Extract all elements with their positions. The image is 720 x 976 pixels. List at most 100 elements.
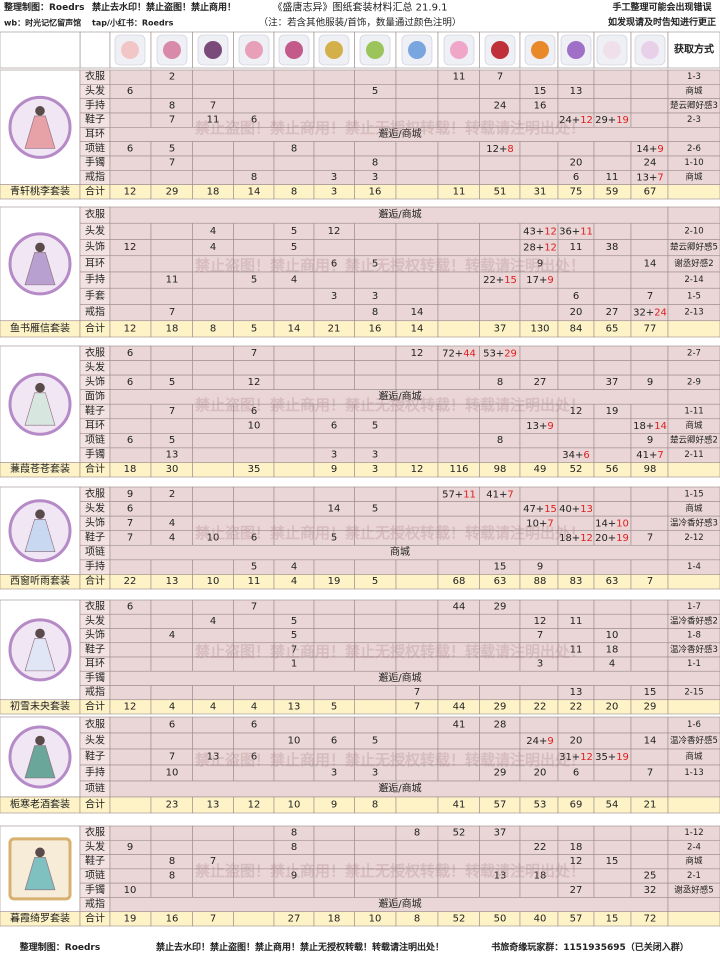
- material-cell: [437, 882, 480, 898]
- material-cell: [109, 613, 152, 629]
- cell-value: 15: [606, 856, 619, 867]
- cell-value: 6: [251, 406, 257, 417]
- material-cell: [479, 287, 521, 305]
- material-cell: [593, 345, 632, 361]
- cell-value: 22: [534, 701, 547, 712]
- material-cell: [150, 685, 193, 701]
- cell-value: 22: [124, 576, 137, 587]
- cell-value: 12: [411, 348, 424, 359]
- cell-value: 12: [328, 226, 341, 237]
- material-cell: [395, 222, 439, 240]
- material-cell: [395, 447, 439, 463]
- watermark: 禁止盗图！禁止商用！禁止无授权转载！转载请注明出处！: [195, 524, 585, 542]
- cell-value: 4: [291, 562, 297, 573]
- cell-value: 10: [124, 885, 137, 896]
- slot-label: 手持: [85, 560, 105, 573]
- material-icon-art: [121, 41, 139, 59]
- cell-extra: 9: [547, 736, 553, 747]
- cell-value: 52: [453, 828, 466, 839]
- slot-label: 头饰: [85, 240, 105, 253]
- cell-value: 13: [166, 450, 179, 461]
- cell-base: 13+: [636, 172, 657, 183]
- cell-value: 13: [207, 752, 220, 763]
- material-cell: [630, 628, 669, 644]
- material-icon-art: [325, 41, 343, 59]
- cell-value-red: 6: [251, 115, 257, 126]
- material-cell: [519, 170, 559, 185]
- cell-extra: 12: [544, 242, 557, 253]
- cell-value: 7: [251, 602, 257, 613]
- cell-value: 21: [644, 800, 657, 811]
- total-label: 合计: [85, 321, 105, 334]
- cell-value: 37: [494, 323, 507, 334]
- material-cell: [273, 433, 315, 449]
- material-cell: [557, 69, 595, 85]
- cell-value: 24: [494, 100, 507, 111]
- cell-value: 29: [494, 602, 507, 613]
- acquire-cell: [667, 670, 720, 686]
- total-cell: [667, 320, 720, 338]
- cell-value: 10: [606, 630, 619, 641]
- cell-value: 5: [251, 562, 257, 573]
- material-cell: [109, 764, 152, 782]
- cell-value-red: 9: [647, 377, 653, 388]
- material-cell: [313, 141, 355, 157]
- material-cell: [109, 732, 152, 750]
- span-text: 邂逅/商城: [378, 782, 421, 795]
- material-cell: [354, 433, 397, 449]
- slot-label: 头发: [85, 84, 105, 97]
- cell-extra: 12: [580, 752, 593, 763]
- material-cell: [630, 69, 669, 85]
- cell-base: 43+: [523, 226, 544, 237]
- material-cell: [437, 559, 480, 575]
- total-cell: [233, 911, 275, 927]
- slot-label: 头发: [85, 614, 105, 627]
- cell-value: 15: [606, 913, 619, 924]
- material-cell: [593, 716, 632, 734]
- material-cell: [354, 374, 397, 390]
- slot-label: 项链: [85, 545, 105, 558]
- portrait-head: [35, 628, 45, 639]
- cell-extra: 9: [547, 421, 553, 432]
- slot-label: 面饰: [85, 389, 105, 402]
- slot-label: 衣服: [85, 600, 105, 613]
- material-cell: [630, 825, 669, 841]
- total-label: 合计: [85, 911, 105, 924]
- slot-label: 头饰: [85, 375, 105, 388]
- cell-extra: 6: [583, 450, 589, 461]
- watermark: 禁止盗图！禁止商用！禁止无授权转载！转载请注明出处！: [195, 751, 585, 769]
- material-cell: [109, 271, 152, 289]
- material-cell: [437, 222, 480, 240]
- cell-value: 7: [169, 406, 175, 417]
- material-cell: [437, 84, 480, 99]
- material-cell: [437, 155, 480, 171]
- material-cell: [557, 418, 595, 434]
- material-icon-art: [531, 41, 549, 59]
- cell-value: 11: [166, 275, 179, 286]
- cell-value: 18+14: [633, 421, 667, 432]
- slot-label: 头饰: [85, 516, 105, 529]
- material-icon-art: [366, 41, 384, 59]
- material-cell: [630, 599, 669, 615]
- acquire-text: 谢丞好感5: [674, 884, 713, 895]
- cell-value: 10: [166, 768, 179, 779]
- slot-label: 戒指: [85, 170, 105, 183]
- slot-label: 耳环: [85, 257, 105, 269]
- cell-value: 10+7: [526, 518, 553, 529]
- material-cell: [630, 98, 669, 114]
- material-cell: [437, 839, 480, 855]
- material-cell: [233, 825, 275, 841]
- material-cell: [395, 239, 439, 257]
- material-cell: [479, 628, 521, 644]
- material-cell: [313, 599, 355, 615]
- total-label: 合计: [85, 798, 105, 811]
- material-cell: [109, 98, 152, 114]
- material-cell: [313, 345, 355, 361]
- material-cell: [354, 69, 397, 85]
- material-cell: [557, 433, 595, 449]
- material-cell: [273, 98, 315, 114]
- cell-value: 19: [606, 406, 619, 417]
- cell-value: 44: [453, 701, 466, 712]
- material-cell: [354, 559, 397, 575]
- cell-base: 47+: [523, 503, 544, 514]
